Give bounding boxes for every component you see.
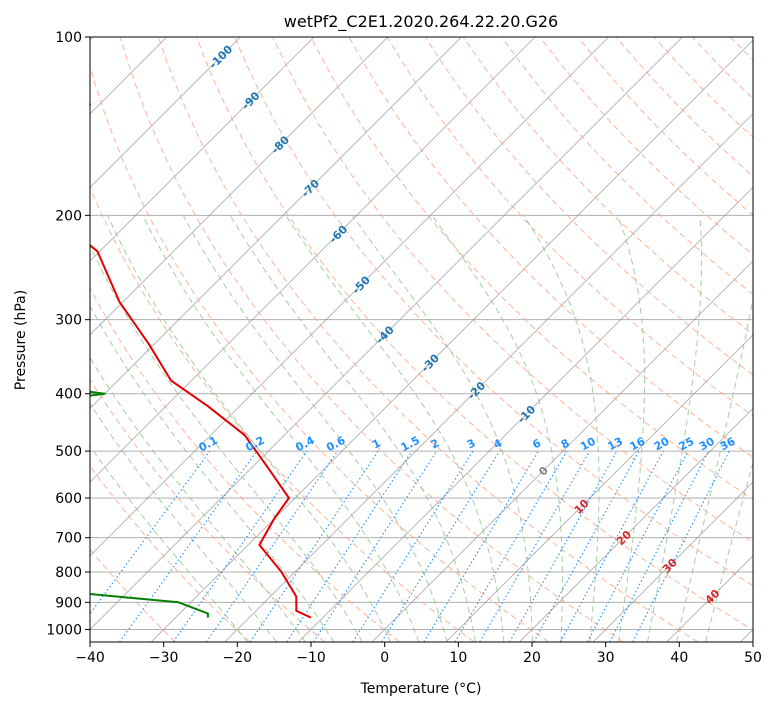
isotherm-label: 20 xyxy=(614,528,634,548)
isotherm-line xyxy=(740,37,775,642)
mixing-ratio-line xyxy=(353,451,473,642)
isotherm-line xyxy=(4,37,609,642)
isotherm-label: -40 xyxy=(373,323,396,346)
dry-adiabat-line xyxy=(0,37,250,642)
mixing-ratio-label: 36 xyxy=(718,434,738,453)
mixing-ratio-label: 20 xyxy=(652,435,672,454)
isotherm-label: -80 xyxy=(269,133,292,156)
mixing-ratio-line xyxy=(206,451,337,642)
mixing-ratio-line xyxy=(314,451,437,642)
mixing-ratio-line xyxy=(560,451,663,642)
x-tick-label: 20 xyxy=(523,650,541,666)
dry-adiabat-line xyxy=(654,37,775,642)
y-tick-label: 300 xyxy=(55,313,82,329)
dry-adiabat-line xyxy=(158,37,698,642)
dry-adiabat-line xyxy=(197,37,773,642)
x-tick-label: −10 xyxy=(296,650,326,666)
y-tick-label: 100 xyxy=(55,30,82,46)
mixing-ratio-label: 3 xyxy=(465,436,478,451)
moist-adiabat-line xyxy=(648,215,702,642)
dry-adiabat-line xyxy=(0,37,325,642)
y-axis-label: Pressure (hPa) xyxy=(13,290,29,390)
isotherm-line xyxy=(225,37,775,642)
y-tick-label: 1000 xyxy=(46,622,82,638)
mixing-ratio-label: 4 xyxy=(491,436,504,451)
dry-adiabat-line xyxy=(540,37,775,642)
isotherm-label: -30 xyxy=(419,351,442,374)
isotherm-line xyxy=(0,37,240,642)
y-tick-label: 500 xyxy=(55,444,82,460)
dry-adiabat-line xyxy=(387,37,775,642)
isotherm-label: 0 xyxy=(536,464,551,479)
mixing-ratio-label: 1 xyxy=(370,436,383,451)
x-tick-label: 40 xyxy=(670,650,688,666)
isotherm-line xyxy=(0,37,461,642)
mixing-ratio-label: 30 xyxy=(697,435,717,454)
isotherm-line xyxy=(519,37,775,642)
y-tick-label: 800 xyxy=(55,565,82,581)
moist-adiabat-line xyxy=(432,215,562,642)
y-tick-label: 400 xyxy=(55,387,82,403)
dry-adiabat-line xyxy=(692,37,775,642)
dry-adiabat-line xyxy=(769,37,775,642)
moist-adiabat-line xyxy=(108,215,391,642)
dry-adiabat-line xyxy=(120,37,623,642)
dry-adiabat-line xyxy=(502,37,775,642)
x-tick-label: −30 xyxy=(149,650,179,666)
dewpoint-profile-line xyxy=(0,37,208,618)
x-tick-label: 10 xyxy=(449,650,467,666)
isotherm-label: -50 xyxy=(350,273,373,296)
x-tick-label: 30 xyxy=(597,650,615,666)
moist-adiabat-line xyxy=(230,215,475,642)
isotherm-line xyxy=(667,37,775,642)
isotherm-label: -20 xyxy=(465,379,488,402)
x-axis-label: Temperature (°C) xyxy=(360,681,482,697)
x-tick-label: 50 xyxy=(744,650,762,666)
mixing-ratio-line xyxy=(287,451,412,642)
moist-adiabat-line xyxy=(183,215,447,642)
y-tick-label: 700 xyxy=(55,531,82,547)
isotherm-line xyxy=(151,37,756,642)
y-tick-label: 600 xyxy=(55,491,82,507)
x-tick-label: −40 xyxy=(75,650,105,666)
dry-adiabat-line xyxy=(44,37,474,642)
isotherm-label: -100 xyxy=(207,43,236,72)
mixing-ratio-label: 13 xyxy=(605,435,625,454)
y-tick-label: 900 xyxy=(55,595,82,611)
moist-adiabat-line xyxy=(352,215,532,642)
dry-adiabat-line xyxy=(463,37,775,642)
mixing-ratio-line xyxy=(633,451,730,642)
mixing-ratio-label: 10 xyxy=(578,435,598,454)
isotherm-label: -10 xyxy=(515,403,538,426)
mixing-ratio-line xyxy=(587,451,688,642)
isotherm-line xyxy=(0,37,314,642)
isotherm-label: 10 xyxy=(572,497,592,517)
chart-title: wetPf2_C2E1.2020.264.22.20.G26 xyxy=(284,12,558,32)
plot-frame xyxy=(90,37,753,642)
dry-adiabat-line xyxy=(6,37,399,642)
y-tick-label: 200 xyxy=(55,208,82,224)
x-tick-label: −20 xyxy=(223,650,253,666)
isotherm-label: -90 xyxy=(239,89,262,112)
isotherm-label: 40 xyxy=(703,587,723,607)
x-tick-label: 0 xyxy=(380,650,389,666)
isotherm-label: -70 xyxy=(299,177,322,200)
mixing-ratio-label: 25 xyxy=(677,435,697,454)
mixing-ratio-line xyxy=(250,451,378,642)
mixing-ratio-label: 16 xyxy=(628,435,648,454)
moist-adiabat-line xyxy=(286,215,504,642)
dry-adiabat-line xyxy=(616,37,775,642)
mixing-ratio-label: 6 xyxy=(530,436,543,451)
isotherm-label: -60 xyxy=(327,222,350,245)
moist-adiabat-line xyxy=(0,215,248,642)
